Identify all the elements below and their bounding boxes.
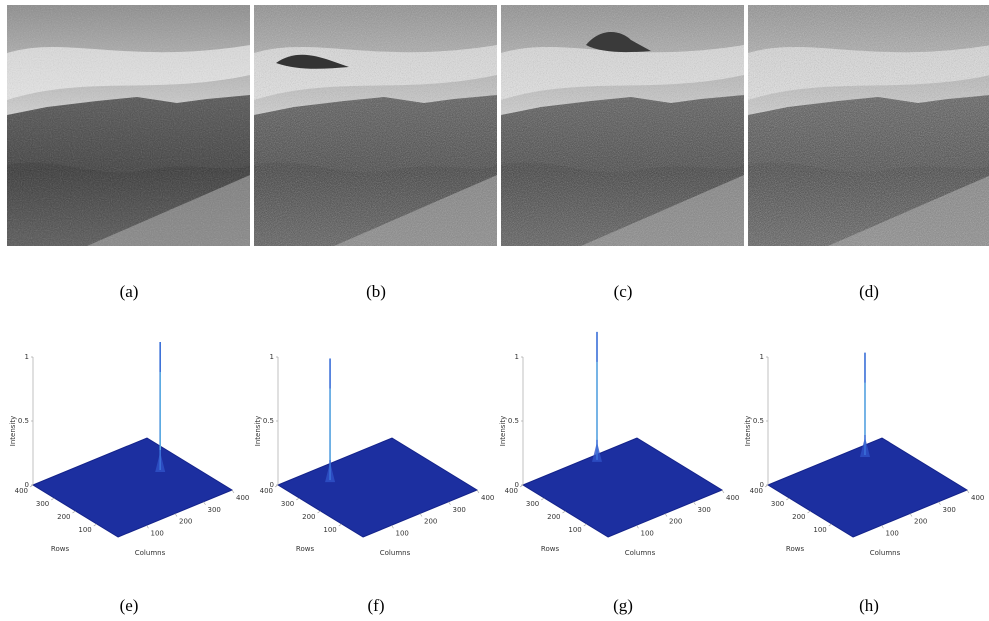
row-tick-label: 400 (260, 487, 273, 495)
column-tick-label: 200 (424, 518, 437, 526)
row-tick-label: 300 (36, 500, 49, 508)
column-tick-label: 300 (943, 506, 956, 514)
row-tick (829, 524, 832, 526)
caption: (f) (368, 596, 385, 615)
caption: (g) (613, 596, 633, 615)
caption: (h) (859, 596, 879, 615)
column-tick (637, 525, 639, 528)
row-tick-label: 100 (323, 526, 336, 534)
row-tick (94, 524, 97, 526)
z-tick-label: 1 (270, 353, 274, 361)
column-tick-label: 300 (453, 506, 466, 514)
column-axis-label: Columns (625, 549, 656, 557)
photo (254, 5, 497, 246)
photo (501, 5, 744, 246)
row-tick-label: 300 (281, 500, 294, 508)
column-tick-label: 100 (151, 529, 164, 537)
row-tick-label: 100 (813, 526, 826, 534)
column-tick-label: 100 (886, 529, 899, 537)
column-tick-label: 100 (396, 529, 409, 537)
page: {"panels": [{"caption": "(a)"}, {"captio… (0, 0, 989, 621)
column-tick (882, 525, 884, 528)
row-tick-label: 300 (526, 500, 539, 508)
caption: (d) (859, 282, 879, 301)
column-tick-label: 400 (236, 494, 249, 502)
column-tick-label: 400 (726, 494, 739, 502)
row-tick-label: 400 (15, 487, 28, 495)
column-tick (694, 502, 696, 505)
column-tick (722, 490, 724, 493)
column-tick (147, 525, 149, 528)
surface-floor (278, 438, 477, 537)
row-tick-label: 300 (771, 500, 784, 508)
column-tick (477, 490, 479, 493)
column-tick (967, 490, 969, 493)
z-tick-label: 0.5 (508, 417, 519, 425)
row-tick (563, 511, 566, 513)
column-tick (420, 514, 422, 517)
row-tick-label: 100 (78, 526, 91, 534)
row-tick (339, 524, 342, 526)
column-tick-label: 300 (208, 506, 221, 514)
row-tick-label: 200 (57, 513, 70, 521)
column-tick (392, 525, 394, 528)
column-tick (232, 490, 234, 493)
column-tick (939, 502, 941, 505)
row-tick (541, 498, 544, 500)
z-axis-label: Intensity (9, 416, 17, 446)
column-tick-label: 400 (481, 494, 494, 502)
column-tick-label: 200 (179, 518, 192, 526)
column-tick (910, 514, 912, 517)
row-tick-label: 200 (547, 513, 560, 521)
z-tick-label: 1 (25, 353, 29, 361)
figure: (a)(b)(c)(d)00.51Intensity10020030040010… (0, 0, 989, 621)
z-tick-label: 0.5 (263, 417, 274, 425)
caption: (a) (120, 282, 139, 301)
caption: (e) (120, 596, 139, 615)
row-tick (786, 498, 789, 500)
column-tick-label: 100 (641, 529, 654, 537)
row-tick-label: 100 (568, 526, 581, 534)
row-axis-label: Rows (541, 545, 560, 553)
column-tick (665, 514, 667, 517)
row-axis-label: Rows (296, 545, 315, 553)
caption: (c) (614, 282, 633, 301)
column-tick-label: 300 (698, 506, 711, 514)
column-tick-label: 200 (914, 518, 927, 526)
column-tick (204, 502, 206, 505)
column-tick-label: 400 (971, 494, 984, 502)
row-tick (318, 511, 321, 513)
row-tick (584, 524, 587, 526)
row-tick-label: 200 (302, 513, 315, 521)
column-axis-label: Columns (135, 549, 166, 557)
row-tick (51, 498, 54, 500)
row-axis-label: Rows (51, 545, 70, 553)
z-axis-label: Intensity (499, 416, 507, 446)
row-tick-label: 400 (505, 487, 518, 495)
row-axis-label: Rows (786, 545, 805, 553)
row-tick (296, 498, 299, 500)
row-tick-label: 400 (750, 487, 763, 495)
z-tick-label: 1 (515, 353, 519, 361)
z-tick-label: 0.5 (753, 417, 764, 425)
column-tick-label: 200 (669, 518, 682, 526)
column-tick (449, 502, 451, 505)
column-axis-label: Columns (380, 549, 411, 557)
z-axis-label: Intensity (744, 416, 752, 446)
column-tick (175, 514, 177, 517)
row-tick (73, 511, 76, 513)
z-tick-label: 0.5 (18, 417, 29, 425)
surface-floor (33, 438, 232, 537)
row-tick (808, 511, 811, 513)
z-tick-label: 1 (760, 353, 764, 361)
column-axis-label: Columns (870, 549, 901, 557)
row-tick-label: 200 (792, 513, 805, 521)
photo (7, 5, 250, 246)
z-axis-label: Intensity (254, 416, 262, 446)
caption: (b) (366, 282, 386, 301)
photo (748, 5, 989, 246)
surface-floor (523, 438, 722, 537)
